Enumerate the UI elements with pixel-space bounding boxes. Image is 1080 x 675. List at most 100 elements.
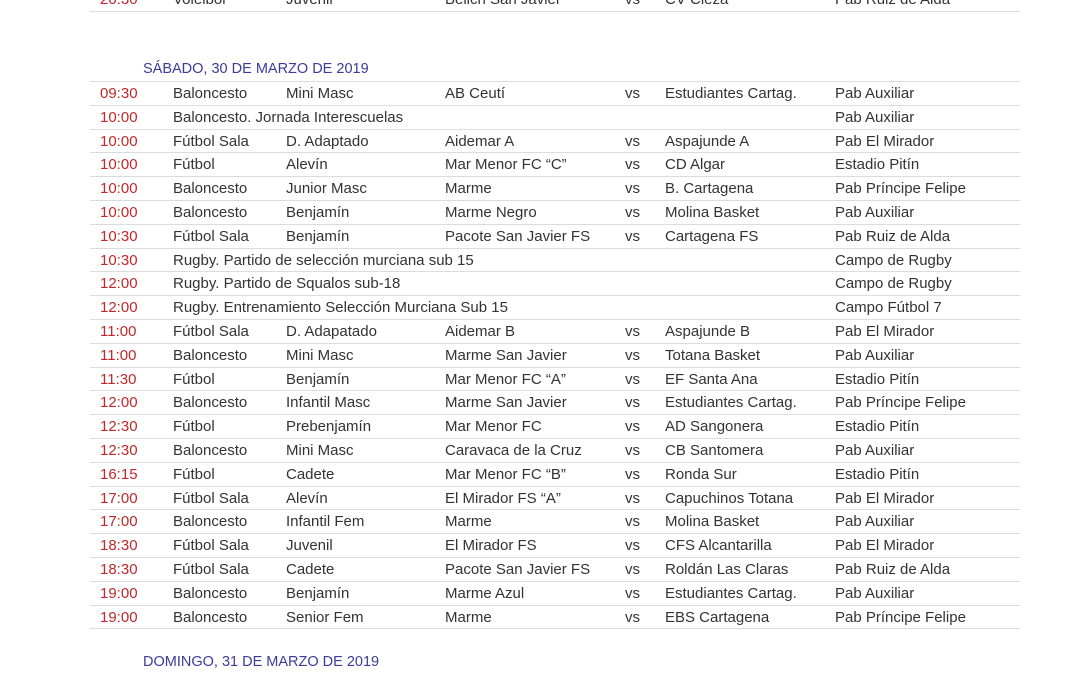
vs: vs	[625, 489, 640, 507]
table-row: 19:00 Baloncesto Senior Fem Marme vs EBS Cart…	[90, 606, 1020, 630]
venue: Estadio Pitín	[835, 370, 920, 388]
vs: vs	[625, 180, 640, 198]
divider	[90, 81, 1020, 82]
sport: Voleibol	[173, 0, 226, 8]
venue: Estadio Pitín	[835, 418, 920, 436]
category: Benjamín	[286, 204, 350, 221]
venue: Pab Auxiliar	[835, 584, 915, 602]
sport: Baloncesto	[173, 204, 248, 221]
away-team: CD Algar	[665, 156, 726, 174]
sport: Fútbol	[173, 465, 215, 483]
venue: Pab Auxiliar	[835, 513, 915, 531]
table-row: 10:00 Baloncesto. Jornada Interescuelas Pa…	[90, 106, 1020, 130]
table-row: 10:30 Rugby. Partido de selección murcian…	[90, 249, 1020, 273]
home-team: Marme San Javier	[445, 346, 567, 364]
vs: vs	[625, 561, 640, 578]
table-row: 19:00 Baloncesto Benjamín Marme Azul vs Estud…	[90, 582, 1020, 606]
home-team: Mar Menor FC “B”	[445, 465, 566, 483]
table-row: 10:00 Fútbol Alevín Mar Menor FC “C” vs CD Al…	[90, 153, 1020, 178]
table-row: 17:00 Fútbol Sala Alevín El Mirador FS “A” v…	[90, 487, 1020, 511]
away-team: Totana Basket	[665, 346, 761, 364]
table-row: 12:00 Rugby. Partido de Squalos sub-18 Cam…	[90, 272, 1020, 297]
time: 19:00	[100, 608, 138, 626]
venue: Pab Ruiz de Alda	[835, 561, 951, 578]
day-heading-sunday: DOMINGO, 31 DE MARZO DE 2019	[143, 654, 380, 670]
sport: Fútbol Sala	[173, 561, 249, 578]
vs: vs	[625, 584, 640, 602]
sport: Baloncesto	[173, 608, 248, 626]
home-team: Mar Menor FC	[445, 418, 542, 436]
venue: Pab Príncipe Felipe	[835, 608, 966, 626]
venue: Pab Auxiliar	[835, 346, 915, 364]
category: Junior Masc	[286, 180, 367, 198]
sport: Baloncesto	[173, 513, 248, 531]
venue: Pab El Mirador	[835, 489, 935, 507]
category: Juvenil	[286, 537, 333, 555]
vs: vs	[625, 394, 640, 412]
sport: Baloncesto	[173, 346, 248, 364]
table-row: 16:15 Fútbol Cadete Mar Menor FC “B” vs Ronda…	[90, 463, 1020, 487]
category: Mini Masc	[286, 85, 354, 102]
table-row: 10:00 Baloncesto Junior Masc Marme vs B. Cart…	[90, 177, 1020, 201]
sport: Rugby. Entrenamiento Selección Murciana …	[173, 299, 508, 317]
table-row: 12:00 Baloncesto Infantil Masc Marme San Ja…	[90, 391, 1020, 416]
home-team: Aidemar A	[445, 132, 515, 150]
away-team: Ronda Sur	[665, 465, 737, 483]
table-row: 10:30 Fútbol Sala Benjamín Pacote San Javie…	[90, 225, 1020, 249]
vs: vs	[625, 346, 640, 364]
time: 12:00	[100, 275, 138, 293]
time: 10:00	[100, 180, 138, 198]
time: 11:30	[100, 370, 137, 388]
venue: Pab Auxiliar	[835, 204, 915, 221]
sport: Fútbol Sala	[173, 537, 249, 555]
sport: Fútbol Sala	[173, 489, 249, 507]
table-row: 18:30 Fútbol Sala Juvenil El Mirador FS vs CF…	[90, 534, 1020, 558]
sport: Fútbol	[173, 156, 215, 174]
time: 10:00	[100, 204, 138, 221]
vs: vs	[625, 132, 640, 150]
vs: vs	[625, 608, 640, 626]
time: 12:00	[100, 299, 138, 317]
home-team: Marme San Javier	[445, 394, 567, 412]
home-team: AB Ceutí	[445, 85, 506, 102]
vs: vs	[625, 0, 640, 8]
home-team: El Mirador FS	[445, 537, 537, 555]
time: 18:30	[100, 537, 138, 555]
category: Mini Masc	[286, 346, 354, 364]
table-row: 10:00 Baloncesto Benjamín Marme Negro vs Moli…	[90, 201, 1020, 225]
time: 12:30	[100, 442, 138, 459]
category: Benjamín	[286, 584, 350, 602]
time: 12:30	[100, 418, 138, 436]
category: Infantil Fem	[286, 513, 365, 531]
time: 20:30	[100, 0, 138, 8]
venue: Pab Ruiz de Alda	[835, 227, 951, 245]
vs: vs	[625, 156, 640, 174]
venue: Pab Príncipe Felipe	[835, 394, 966, 412]
away-team: Molina Basket	[665, 204, 760, 221]
vs: vs	[625, 204, 640, 221]
sport: Fútbol Sala	[173, 132, 249, 150]
sport: Fútbol Sala	[173, 323, 249, 340]
table-row: 18:30 Fútbol Sala Cadete Pacote San Javier …	[90, 558, 1020, 582]
category: Alevín	[286, 156, 328, 174]
home-team: Pacote San Javier FS	[445, 227, 591, 245]
away-team: AD Sangonera	[665, 418, 764, 436]
venue: Pab El Mirador	[835, 537, 935, 555]
time: 12:00	[100, 394, 138, 412]
time: 17:00	[100, 513, 138, 531]
category: Benjamín	[286, 227, 350, 245]
sport: Baloncesto	[173, 180, 248, 198]
time: 10:00	[100, 156, 138, 174]
category: Prebenjamín	[286, 418, 372, 436]
category: Juvenil	[286, 0, 333, 8]
venue: Estadio Pitín	[835, 156, 920, 174]
table-row: 11:30 Fútbol Benjamín Mar Menor FC “A” vs EF …	[90, 368, 1020, 392]
venue: Pab Auxiliar	[835, 85, 915, 102]
home-team: Belich San Javier	[445, 0, 561, 8]
away-team: Estudiantes Cartag.	[665, 85, 797, 102]
category: D. Adaptado	[286, 132, 369, 150]
venue: Campo Fútbol 7	[835, 299, 942, 317]
table-row: 09:30 Baloncesto Mini Masc AB Ceutí vs Estudi…	[90, 82, 1020, 106]
time: 16:15	[100, 465, 138, 483]
table-row: 11:00 Baloncesto Mini Masc Marme San Javier…	[90, 344, 1020, 368]
